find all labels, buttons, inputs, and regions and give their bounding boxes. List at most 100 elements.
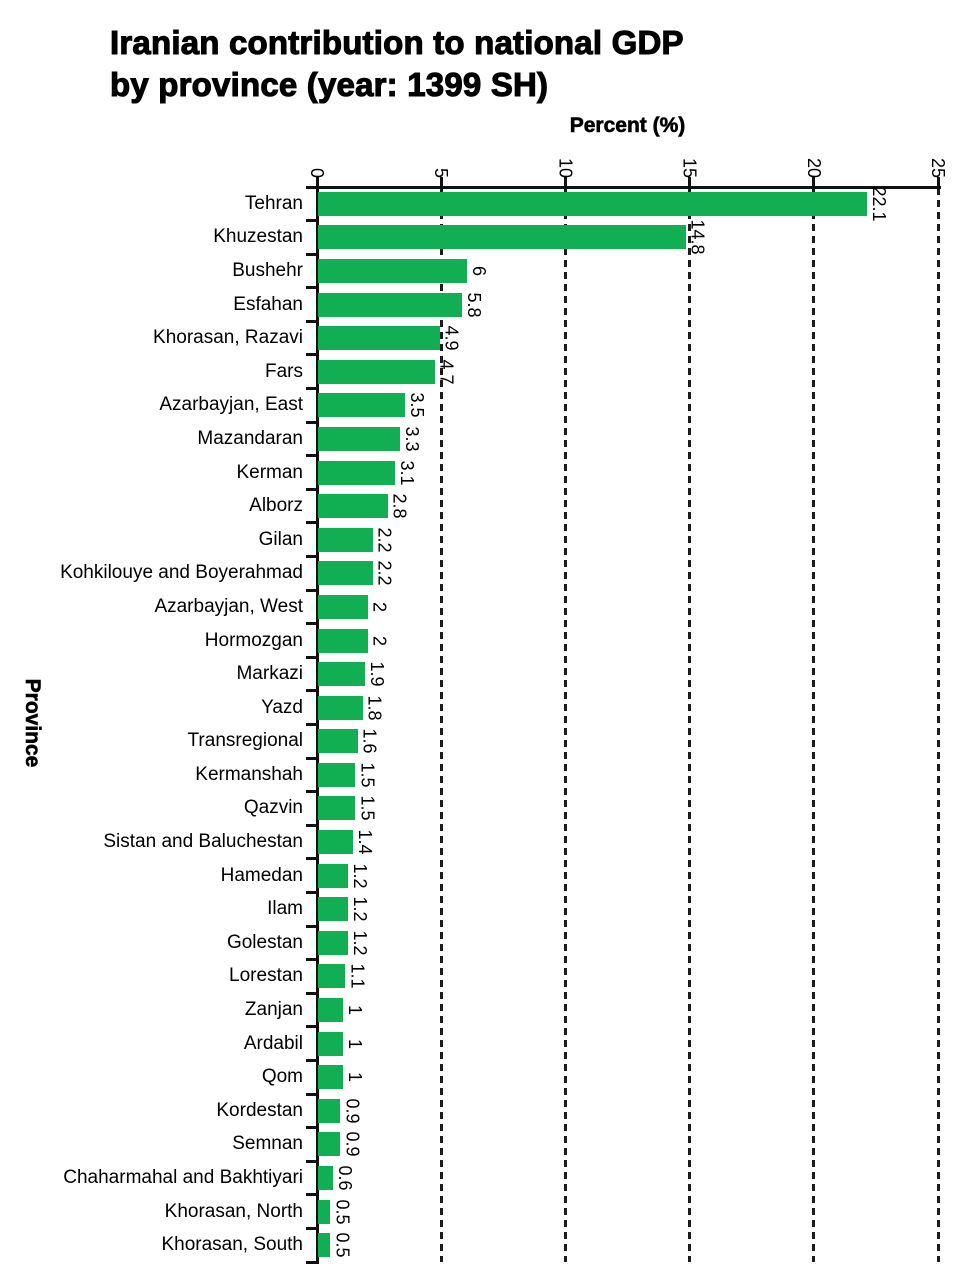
chart-title: Iranian contribution to national GDP by … <box>109 22 684 106</box>
y-tick-17 <box>306 756 317 760</box>
value-label-chaharmahal-and-bakhtiyari: 0.6 <box>334 1165 355 1191</box>
y-tick-11 <box>306 555 317 559</box>
chart-title-line2: by province (year: 1399 SH) <box>109 65 549 103</box>
y-tick-21 <box>306 890 317 894</box>
bar-esfahan <box>318 292 463 317</box>
y-tick-31 <box>306 1226 317 1230</box>
bar-markazi <box>318 662 366 687</box>
bar-qom <box>318 1065 343 1090</box>
y-tick-12 <box>306 588 317 592</box>
value-label-alborz: 2.8 <box>389 493 410 519</box>
y-tick-28 <box>306 1126 317 1130</box>
value-label-mazandaran: 3.3 <box>401 426 422 452</box>
category-label-fars: Fars <box>265 360 303 382</box>
y-tick-2 <box>306 252 317 256</box>
chart-title-line1: Iranian contribution to national GDP <box>109 23 684 61</box>
value-label-ilam: 1.2 <box>349 896 370 922</box>
value-label-kohkilouye-and-boyerahmad: 2.2 <box>374 560 395 586</box>
category-label-lorestan: Lorestan <box>229 965 303 987</box>
bar-khorasan-north <box>318 1199 331 1224</box>
bar-lorestan <box>318 964 346 989</box>
value-label-kerman: 3.1 <box>397 460 417 486</box>
category-label-kordestan: Kordestan <box>216 1099 303 1121</box>
bar-ardabil <box>318 1031 343 1056</box>
bar-alborz <box>318 494 388 519</box>
value-label-khuzestan: 14.8 <box>687 219 708 255</box>
y-axis-label: Province <box>21 678 45 768</box>
bar-khorasan-razavi <box>318 326 440 351</box>
x-axis-label: Percent (%) <box>569 114 686 138</box>
category-label-khuzestan: Khuzestan <box>213 226 303 248</box>
value-label-khorasan-north: 0.5 <box>332 1199 353 1225</box>
value-label-ardabil: 1 <box>344 1038 365 1049</box>
value-label-gilan: 2.2 <box>374 527 395 553</box>
y-tick-30 <box>306 1193 317 1197</box>
category-label-azarbayjan-west: Azarbayjan, West <box>154 595 303 617</box>
bar-kerman <box>318 460 395 485</box>
x-axis-line <box>315 185 941 189</box>
value-label-bushehr: 6 <box>469 265 490 276</box>
category-label-esfahan: Esfahan <box>233 293 303 315</box>
bar-khorasan-south <box>318 1233 331 1258</box>
value-label-semnan: 0.9 <box>342 1131 363 1157</box>
category-label-qom: Qom <box>261 1066 303 1088</box>
category-label-kerman: Kerman <box>236 461 303 483</box>
value-label-sistan-and-baluchestan: 1.4 <box>354 829 375 855</box>
y-tick-25 <box>306 1025 317 1029</box>
x-tick-label-25: 25 <box>928 157 948 178</box>
x-tick-25 <box>936 177 940 187</box>
x-tick-label-10: 10 <box>555 157 576 178</box>
value-label-qazvin: 1.5 <box>357 795 378 821</box>
bar-bushehr <box>318 258 468 283</box>
category-label-bushehr: Bushehr <box>232 259 303 281</box>
bar-sistan-and-baluchestan <box>318 830 353 855</box>
category-label-hormozgan: Hormozgan <box>204 629 303 651</box>
value-label-azarbayjan-west: 2 <box>369 601 390 612</box>
bar-azarbayjan-east <box>318 393 405 418</box>
value-label-hormozgan: 2 <box>369 635 390 646</box>
y-tick-32 <box>306 1260 317 1264</box>
y-tick-5 <box>306 353 317 357</box>
category-label-khorasan-razavi: Khorasan, Razavi <box>153 327 303 349</box>
value-label-transregional: 1.6 <box>359 728 380 754</box>
category-label-semnan: Semnan <box>232 1133 303 1155</box>
x-tick-5 <box>439 177 443 187</box>
y-tick-7 <box>306 420 317 424</box>
y-tick-23 <box>306 958 317 962</box>
value-label-yazd: 1.8 <box>364 695 385 721</box>
bar-tehran <box>318 191 867 216</box>
y-tick-24 <box>306 991 317 995</box>
bar-kermanshah <box>318 762 356 787</box>
bar-zanjan <box>318 998 343 1023</box>
category-label-markazi: Markazi <box>236 663 303 685</box>
category-label-gilan: Gilan <box>258 528 303 550</box>
y-tick-8 <box>306 454 317 458</box>
value-label-kordestan: 0.9 <box>342 1098 363 1124</box>
value-label-kermanshah: 1.5 <box>357 762 378 788</box>
x-tick-15 <box>688 177 692 187</box>
value-label-markazi: 1.9 <box>367 661 388 687</box>
category-label-mazandaran: Mazandaran <box>197 427 303 449</box>
category-label-alborz: Alborz <box>249 495 303 517</box>
category-label-ilam: Ilam <box>267 898 303 920</box>
bar-ilam <box>318 897 348 922</box>
value-label-khorasan-south: 0.5 <box>332 1232 353 1258</box>
y-tick-22 <box>306 924 317 928</box>
category-label-golestan: Golestan <box>226 931 303 953</box>
bar-yazd <box>318 695 363 720</box>
category-label-khorasan-south: Khorasan, South <box>161 1234 303 1256</box>
gridline-15 <box>688 188 692 1262</box>
bar-kohkilouye-and-boyerahmad <box>318 561 373 586</box>
y-tick-3 <box>306 286 317 290</box>
gridline-10 <box>563 188 567 1262</box>
x-tick-20 <box>812 177 816 187</box>
value-label-fars: 4.7 <box>436 359 457 385</box>
y-tick-15 <box>306 689 317 693</box>
bar-golestan <box>318 930 348 955</box>
y-tick-20 <box>306 857 317 861</box>
category-label-ardabil: Ardabil <box>243 1032 303 1054</box>
bar-mazandaran <box>318 426 400 451</box>
y-tick-4 <box>306 319 317 323</box>
value-label-golestan: 1.2 <box>349 930 370 956</box>
